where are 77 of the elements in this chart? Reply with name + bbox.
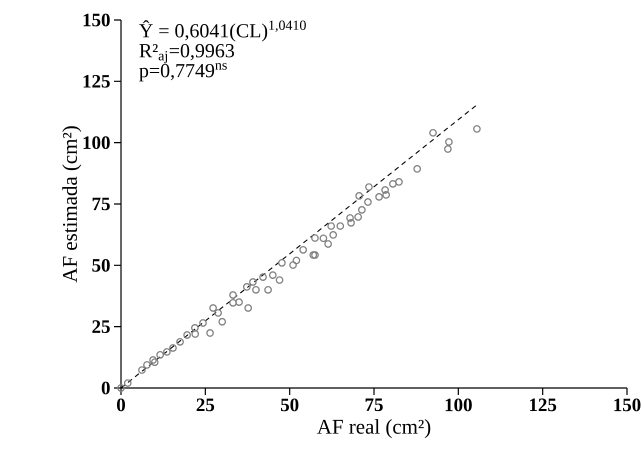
point — [473, 125, 481, 133]
point — [229, 299, 237, 307]
point — [235, 298, 243, 306]
point — [375, 193, 383, 201]
point — [395, 178, 403, 186]
point — [206, 329, 214, 337]
point — [327, 222, 336, 230]
y-tick-label: 50 — [92, 258, 110, 272]
point — [252, 286, 260, 294]
point — [249, 278, 257, 286]
point — [336, 222, 344, 230]
point — [264, 286, 272, 294]
x-tick-label: 0 — [116, 398, 126, 412]
point — [354, 213, 362, 221]
point — [311, 251, 319, 259]
point — [183, 331, 191, 339]
point — [268, 271, 277, 279]
point — [138, 366, 146, 374]
point — [413, 165, 422, 173]
point — [346, 214, 354, 222]
point — [229, 291, 237, 299]
x-tick-label: 125 — [530, 398, 556, 412]
point — [381, 186, 389, 194]
point — [311, 234, 319, 242]
y-tick-label: 100 — [84, 136, 110, 150]
point — [169, 344, 177, 352]
point — [259, 273, 267, 281]
x-tick-label: 100 — [446, 398, 472, 412]
point — [278, 259, 286, 267]
point — [163, 348, 171, 356]
point — [292, 256, 300, 264]
point — [382, 191, 390, 199]
point — [299, 246, 308, 254]
point — [242, 283, 251, 291]
point — [244, 304, 252, 312]
point — [364, 198, 372, 206]
point — [149, 356, 157, 364]
y-tick-label: 0 — [102, 382, 110, 394]
x-tick-label: 75 — [366, 398, 383, 412]
point — [324, 240, 332, 248]
point — [355, 192, 364, 200]
y-tick-label: 125 — [84, 74, 110, 88]
annotation: Ŷ = 0,6041(CL)$^{1,0410}$ — [139, 20, 306, 42]
point — [289, 261, 297, 269]
y-axis-title: AF estimada (cm²) — [62, 126, 82, 282]
point — [365, 183, 373, 191]
point — [209, 304, 217, 312]
point — [117, 384, 125, 392]
point — [429, 128, 437, 137]
point — [150, 358, 159, 366]
y-tick-label: 75 — [92, 198, 110, 210]
point — [218, 318, 226, 326]
point — [214, 309, 222, 317]
point — [191, 324, 199, 332]
point — [445, 138, 453, 146]
point — [389, 180, 397, 188]
point — [444, 145, 452, 153]
x-tick-label: 25 — [196, 398, 214, 412]
x-tick-label: 150 — [614, 398, 640, 412]
point — [309, 251, 318, 259]
x-axis-title: AF real (cm²) — [317, 419, 430, 438]
point — [347, 219, 355, 227]
annotation: R²$_{aj}$=0,9963 — [139, 44, 234, 64]
point — [124, 379, 132, 387]
point — [199, 319, 207, 327]
annotation: p=0,7749$^{ns}$ — [139, 63, 227, 82]
x-tick-label: 50 — [280, 398, 298, 412]
point — [276, 276, 284, 284]
point — [143, 361, 151, 369]
point — [358, 206, 366, 214]
y-tick-label: 150 — [84, 14, 110, 26]
y-tick-label: 25 — [92, 320, 110, 334]
point — [320, 234, 328, 242]
point — [191, 330, 200, 338]
point — [176, 338, 184, 346]
point — [329, 231, 338, 239]
point — [156, 351, 164, 359]
